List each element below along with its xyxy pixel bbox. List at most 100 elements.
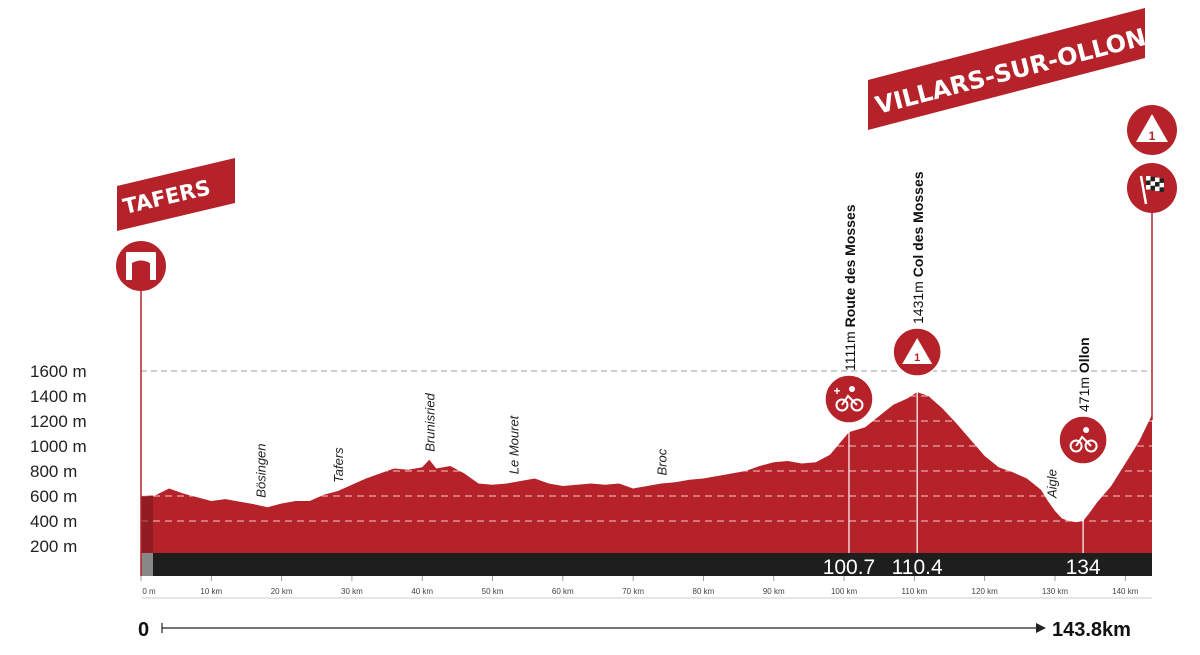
flag-square xyxy=(1155,182,1160,187)
km-tick-label: 70 km xyxy=(622,587,644,596)
bike-wheel-rear xyxy=(835,398,849,412)
start-arch-top xyxy=(126,252,156,260)
distance-scale: 0 143.8km xyxy=(138,619,1131,641)
bike-wheel-rear xyxy=(1069,439,1083,453)
y-tick-label: 1400 m xyxy=(30,387,87,406)
climb-name: Route des Mosses xyxy=(842,204,858,327)
flag-square xyxy=(1150,185,1155,191)
flag-square xyxy=(1159,178,1164,183)
flag-square xyxy=(1146,185,1151,190)
km-tick-label: 140 km xyxy=(1112,587,1139,596)
bonus-sprint-icon xyxy=(1058,415,1108,465)
town-label: Brunisried xyxy=(422,392,437,451)
y-tick-label: 1000 m xyxy=(30,437,87,456)
finish-mountain-shape xyxy=(1136,114,1168,142)
climb-category: 1 xyxy=(914,352,920,364)
km-tick-label: 130 km xyxy=(1042,587,1069,596)
road-marker-label: 134 xyxy=(1066,556,1101,579)
road-layer: 0 m 10 km 20 km 30 km 40 km 50 km 60 km 70 km 80… xyxy=(140,553,1152,599)
km-tick-label: 90 km xyxy=(763,587,785,596)
flag-square xyxy=(1150,176,1155,182)
km-tick-label: 110 km xyxy=(902,587,928,596)
km-tick-label: 40 km xyxy=(411,587,433,596)
climb-label: 471m Ollon xyxy=(1076,337,1092,412)
flag-pole xyxy=(1139,175,1148,205)
distance-start-label: 0 xyxy=(138,619,149,641)
flag-square xyxy=(1150,181,1155,186)
y-tick-label: 800 m xyxy=(30,462,77,481)
climb-name: Col des Mosses xyxy=(910,171,926,277)
flag-square xyxy=(1159,182,1164,188)
climb-label: 1111m Route des Mosses xyxy=(842,204,858,371)
start-banner-shape xyxy=(117,158,235,231)
km-tick-label: 20 km xyxy=(271,587,293,596)
start-banner: TAFERS xyxy=(117,158,235,231)
road-marker-label: 110.4 xyxy=(892,556,943,579)
start-arch-right xyxy=(150,258,156,280)
bonus-plus-sign: + xyxy=(833,384,840,398)
road-marker-label: 100.7 xyxy=(823,556,876,579)
start-arch-left xyxy=(126,258,132,280)
climb-altitude: 471m xyxy=(1076,373,1092,412)
bike-frame xyxy=(1075,435,1092,447)
profile-layer xyxy=(141,392,1152,553)
start-shade xyxy=(141,496,153,553)
grid-layer: 1600 m 1400 m 1200 m 1000 m 800 m 600 m 400 m 2… xyxy=(30,362,1152,556)
flag-square xyxy=(1155,177,1160,183)
town-label: Bösingen xyxy=(254,443,269,497)
y-tick-label: 1600 m xyxy=(30,362,87,381)
flag-square xyxy=(1155,186,1160,192)
km-tick-label: 10 km xyxy=(200,587,222,596)
road-bar xyxy=(141,553,1152,576)
bike-wheel-front xyxy=(850,398,864,412)
flag-squares xyxy=(1146,176,1164,192)
elevation-profile-area xyxy=(141,392,1152,553)
road-start-segment xyxy=(141,553,153,576)
y-tick-label: 400 m xyxy=(30,512,77,531)
start-icon-circle xyxy=(116,241,166,291)
climb-marker-circle xyxy=(1058,415,1108,465)
climb-altitude: 1431m xyxy=(910,277,926,324)
finish-climb-category: 1 xyxy=(1149,129,1156,143)
climb-altitude: 1111m xyxy=(842,327,858,371)
mountain-shape xyxy=(902,338,933,364)
finish-icons: 1 xyxy=(1127,105,1177,420)
start-arch-icon xyxy=(116,241,166,576)
finish-banner: VILLARS-SUR-OLLON xyxy=(868,8,1149,130)
km-tick-label: 50 km xyxy=(482,587,504,596)
climb-name: Ollon xyxy=(1076,337,1092,373)
labels-layer: Bösingen Tafers Brunisried Le Mouret Broc Aig… xyxy=(254,392,1060,499)
climb-label: 1431m Col des Mosses xyxy=(910,171,926,324)
km-tick-label: 60 km xyxy=(552,587,574,596)
start-arch-curve xyxy=(130,257,152,264)
km-tick-label: 80 km xyxy=(693,587,715,596)
km-tick-label: 100 km xyxy=(831,587,858,596)
rider-head xyxy=(848,386,855,392)
climb-marker-circle xyxy=(824,374,874,424)
flag-square xyxy=(1146,180,1151,185)
bike-wheel-front xyxy=(1084,439,1098,453)
checkered-flag-icon xyxy=(1127,163,1177,213)
km-tick-label: 30 km xyxy=(341,587,363,596)
y-tick-label: 200 m xyxy=(30,537,77,556)
bonus-sprint-icon: + xyxy=(824,374,874,424)
bike-frame xyxy=(841,394,858,406)
finish-banner-shape xyxy=(868,8,1145,130)
flag-square xyxy=(1159,187,1164,192)
markers-layer: +1111m Route des Mosses 1 1431m Col des Mo… xyxy=(824,171,1108,553)
distance-total-label: 143.8km xyxy=(1052,619,1131,641)
y-tick-label: 1200 m xyxy=(30,412,87,431)
town-label: Le Mouret xyxy=(507,414,522,474)
rider-head xyxy=(1083,427,1090,433)
km-tick-label: 120 km xyxy=(972,587,999,596)
km-tick-label: 0 m xyxy=(142,587,156,596)
town-label: Broc xyxy=(654,448,669,475)
y-tick-label: 600 m xyxy=(30,487,77,506)
mountain-category-1-icon: 1 xyxy=(892,327,942,377)
town-label: Tafers xyxy=(331,447,346,483)
distance-scale-arrow xyxy=(1036,623,1046,633)
finish-climb-icon: 1 xyxy=(1127,105,1177,155)
flag-square xyxy=(1146,176,1151,181)
